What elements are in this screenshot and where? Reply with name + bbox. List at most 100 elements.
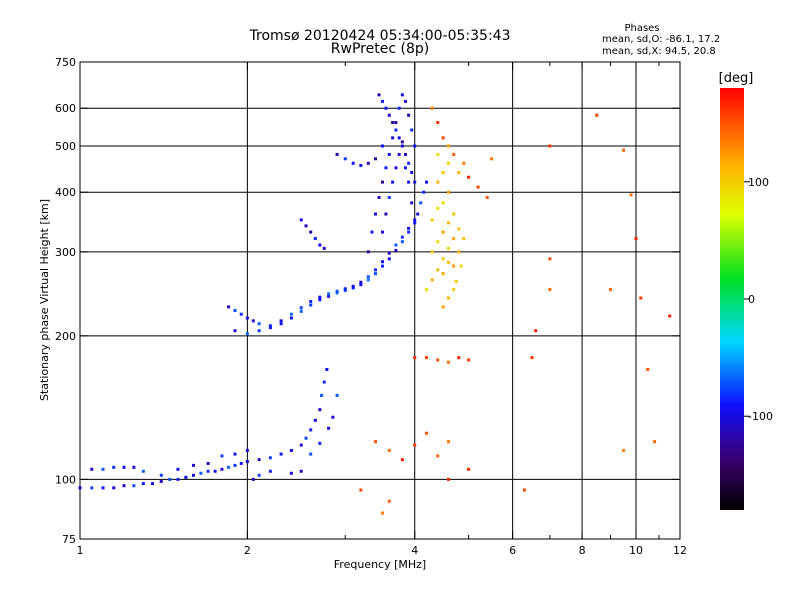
data-point bbox=[366, 250, 370, 254]
data-point bbox=[397, 136, 401, 140]
data-point bbox=[446, 260, 450, 264]
data-point bbox=[634, 236, 638, 240]
data-point bbox=[394, 121, 398, 125]
data-point bbox=[90, 486, 94, 490]
data-point bbox=[335, 393, 339, 397]
data-point bbox=[318, 441, 322, 445]
data-point bbox=[268, 456, 272, 460]
colorbar-tick-label: -100 bbox=[748, 410, 773, 423]
data-point bbox=[410, 128, 414, 132]
data-point bbox=[373, 272, 377, 276]
data-point bbox=[467, 467, 471, 471]
data-point bbox=[279, 452, 283, 456]
data-point bbox=[299, 469, 303, 473]
data-point bbox=[168, 477, 172, 481]
data-point bbox=[441, 136, 445, 140]
data-point bbox=[366, 278, 370, 282]
data-point bbox=[159, 479, 163, 483]
data-point bbox=[239, 312, 243, 316]
data-point bbox=[457, 356, 461, 360]
data-point bbox=[441, 257, 445, 261]
data-point bbox=[410, 201, 414, 205]
x-tick-label: 4 bbox=[411, 544, 418, 557]
data-point bbox=[407, 161, 411, 165]
data-point bbox=[400, 144, 404, 148]
y-tick-label: 300 bbox=[55, 246, 76, 259]
data-point bbox=[318, 295, 322, 299]
data-point bbox=[245, 460, 249, 464]
data-point bbox=[227, 305, 231, 309]
y-tick-label: 75 bbox=[62, 533, 76, 546]
x-tick-label: 12 bbox=[673, 544, 687, 557]
data-point bbox=[629, 193, 633, 197]
data-point bbox=[425, 431, 429, 435]
data-point bbox=[268, 326, 272, 330]
data-point bbox=[299, 309, 303, 313]
data-point bbox=[522, 488, 526, 492]
data-point bbox=[299, 306, 303, 310]
data-point bbox=[233, 329, 237, 333]
data-point bbox=[476, 185, 480, 189]
data-point bbox=[446, 440, 450, 444]
x-axis-label: Frequency [MHz] bbox=[334, 558, 426, 571]
data-point bbox=[359, 488, 363, 492]
data-point bbox=[595, 113, 599, 117]
data-point bbox=[430, 278, 434, 282]
data-point bbox=[459, 264, 463, 268]
data-point bbox=[132, 465, 136, 469]
colorbar-tick-label: 0 bbox=[748, 293, 755, 306]
data-point bbox=[359, 280, 363, 284]
data-point bbox=[391, 180, 395, 184]
data-point bbox=[101, 486, 105, 490]
data-point bbox=[122, 465, 126, 469]
data-point bbox=[436, 454, 440, 458]
data-point bbox=[335, 291, 339, 295]
y-tick-label: 200 bbox=[55, 330, 76, 343]
data-point bbox=[413, 218, 417, 222]
plot-area bbox=[79, 61, 681, 540]
data-point bbox=[322, 246, 326, 250]
data-point bbox=[309, 300, 313, 304]
data-point bbox=[394, 248, 398, 252]
data-point bbox=[441, 272, 445, 276]
colorbar-tick-label: 100 bbox=[748, 176, 769, 189]
data-point bbox=[380, 144, 384, 148]
data-point bbox=[446, 360, 450, 364]
colorbar-label: [deg] bbox=[719, 71, 754, 86]
phases-o-mode: mean, sd,O: -86.1, 17.2 bbox=[602, 34, 720, 45]
data-point bbox=[436, 268, 440, 272]
data-point bbox=[380, 264, 384, 268]
x-tick-label: 1 bbox=[77, 544, 84, 557]
data-point bbox=[462, 161, 466, 165]
data-point bbox=[289, 312, 293, 316]
data-point bbox=[394, 243, 398, 247]
data-point bbox=[430, 250, 434, 254]
y-tick-label: 400 bbox=[55, 186, 76, 199]
data-point bbox=[289, 471, 293, 475]
data-point bbox=[318, 408, 322, 412]
data-point bbox=[446, 144, 450, 148]
data-point bbox=[373, 212, 377, 216]
data-point bbox=[309, 428, 313, 432]
data-point bbox=[387, 113, 391, 117]
x-tick-label: 8 bbox=[579, 544, 586, 557]
data-point bbox=[404, 99, 408, 103]
data-point bbox=[457, 227, 461, 231]
data-point bbox=[436, 121, 440, 125]
data-point bbox=[359, 283, 363, 287]
data-point bbox=[452, 212, 456, 216]
data-point bbox=[548, 257, 552, 261]
data-point bbox=[78, 486, 82, 490]
data-point bbox=[407, 230, 411, 234]
data-point bbox=[400, 240, 404, 244]
data-point bbox=[387, 499, 391, 503]
data-point bbox=[343, 288, 347, 292]
data-point bbox=[122, 484, 126, 488]
data-point bbox=[279, 319, 283, 323]
data-point bbox=[213, 469, 217, 473]
data-point bbox=[268, 324, 272, 328]
data-point bbox=[622, 448, 626, 452]
data-point bbox=[668, 314, 672, 318]
